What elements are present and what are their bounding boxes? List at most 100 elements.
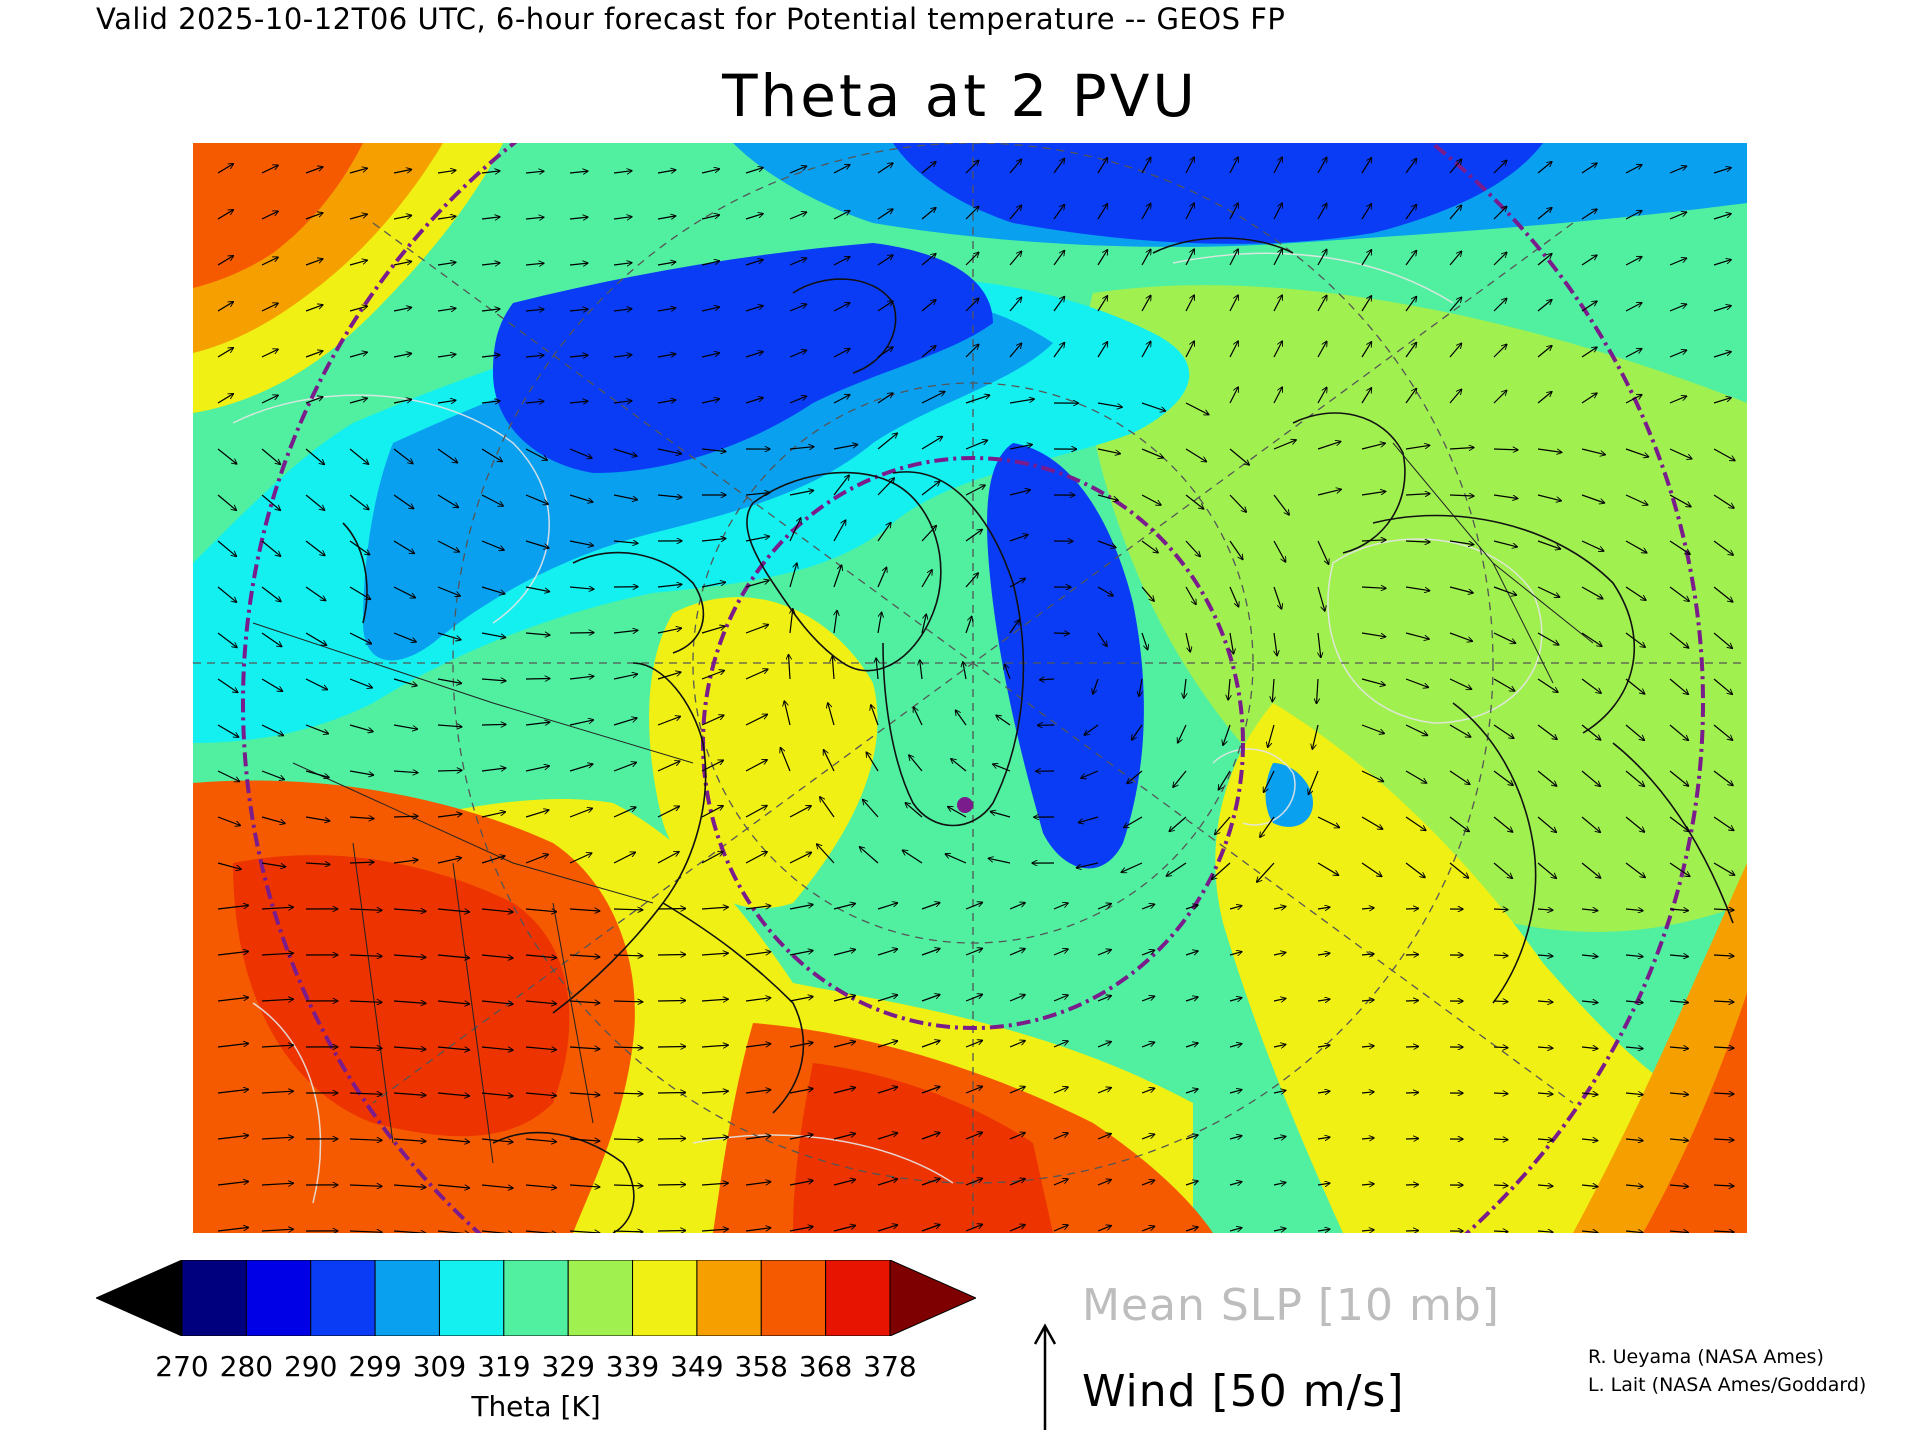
wind-vector: [217, 394, 233, 404]
wind-vector: [1493, 494, 1518, 499]
wind-vector: [349, 724, 373, 732]
wind-vector: [1229, 540, 1243, 560]
wind-vector: [261, 862, 286, 867]
wind-vector: [1009, 1041, 1025, 1048]
colorbar-title: Theta [K]: [471, 1390, 601, 1423]
wind-vector: [789, 518, 801, 542]
wind-vector: [1260, 816, 1275, 837]
wind-vector: [1361, 1092, 1374, 1093]
wind-vector: [613, 217, 632, 219]
wind-vector: [657, 628, 682, 634]
wind-vector: [217, 302, 233, 312]
wind-vector: [569, 401, 588, 403]
wind-vector: [525, 263, 544, 265]
wind-vector: [657, 400, 676, 403]
wind-vector: [1185, 1135, 1198, 1140]
wind-vector: [217, 448, 237, 464]
wind-vector: [349, 494, 369, 510]
wind-vector: [789, 258, 807, 266]
wind-vector: [261, 303, 278, 312]
wind-vector: [217, 1227, 249, 1232]
wind-vector: [657, 262, 676, 265]
wind-vector: [481, 540, 504, 550]
wind-vector: [1405, 632, 1429, 639]
wind-vector: [1141, 494, 1161, 505]
wind-vector: [701, 307, 720, 312]
wind-vector: [745, 306, 763, 312]
wind-vector: [1097, 204, 1108, 220]
wind-vector: [305, 397, 323, 404]
wind-vector: [1405, 1047, 1419, 1048]
wind-vector: [948, 807, 967, 818]
wind-vector: [437, 262, 456, 265]
wind-vector: [525, 217, 544, 219]
wind-vector: [261, 632, 282, 647]
wind-vector: [745, 493, 770, 495]
wind-vector: [1273, 952, 1286, 955]
wind-vector: [921, 208, 936, 220]
wind-vector: [1361, 250, 1372, 266]
wind-vector: [525, 955, 557, 958]
wind-vector: [1229, 906, 1242, 909]
wind-vector: [481, 908, 513, 912]
wind-vector: [657, 1093, 686, 1094]
colorbar-tick-label: 309: [412, 1350, 467, 1383]
wind-vector: [1361, 724, 1384, 734]
wind-vector: [1229, 1090, 1242, 1093]
wind-vector: [1493, 632, 1516, 643]
wind-vector: [1669, 494, 1691, 507]
wind-vector: [1097, 402, 1122, 407]
wind-vector: [1185, 632, 1190, 652]
coastlines: [342, 237, 1734, 1233]
wind-vector: [657, 584, 682, 587]
wind-vector: [1053, 949, 1068, 956]
wind-vector: [1257, 862, 1275, 882]
colorbar-swatch: [181, 1260, 247, 1336]
wind-vector: [1185, 1181, 1198, 1186]
wind-vector: [613, 909, 643, 910]
wind-vector: [349, 586, 371, 599]
wind-vector: [877, 1041, 898, 1048]
wind-vector: [1273, 494, 1289, 515]
wind-vector: [437, 858, 461, 864]
wind-vector: [305, 724, 328, 734]
wind-vector: [261, 1229, 293, 1231]
wind-vector: [1009, 445, 1032, 450]
wind-vector: [1449, 448, 1474, 450]
wind-vector: [1185, 203, 1194, 220]
wind-vector: [1317, 203, 1327, 220]
wind-vector: [1361, 388, 1372, 404]
wind-vector: [820, 797, 835, 818]
colorbar-tick-label: 319: [477, 1350, 531, 1383]
wind-vector: [1581, 163, 1597, 174]
wind-vector: [393, 215, 412, 220]
wind-vector: [1537, 254, 1552, 266]
colorbar-swatch: [503, 1260, 569, 1336]
colorbar-tick-label: 358: [734, 1350, 788, 1383]
wind-vector: [1581, 255, 1597, 266]
wind-vector: [1053, 342, 1065, 358]
wind-vector: [1669, 955, 1688, 957]
wind-vector: [1713, 1001, 1734, 1002]
wind-vector: [261, 586, 281, 602]
wind-vector: [569, 587, 594, 589]
wind-vector: [1537, 1139, 1553, 1140]
wind-vector: [789, 806, 811, 818]
wind-vector: [1078, 816, 1099, 823]
wind-vector: [217, 1043, 249, 1048]
wind-vector: [701, 999, 728, 1001]
wind-vector: [349, 352, 367, 358]
wind-vector: [1317, 953, 1330, 955]
wind-vector: [1361, 1000, 1374, 1001]
wind-vector: [1581, 209, 1597, 220]
wind-vector: [1625, 770, 1644, 786]
wind-vector: [745, 1136, 771, 1140]
wind-vector: [1361, 1230, 1374, 1231]
wind-vector: [877, 255, 893, 266]
wind-vector: [261, 349, 278, 358]
colorbar-swatch: [825, 1260, 891, 1336]
wind-vector: [921, 614, 926, 634]
wind-vector: [349, 1093, 382, 1094]
wind-vector: [1625, 586, 1646, 600]
wind-vector: [1229, 494, 1246, 512]
